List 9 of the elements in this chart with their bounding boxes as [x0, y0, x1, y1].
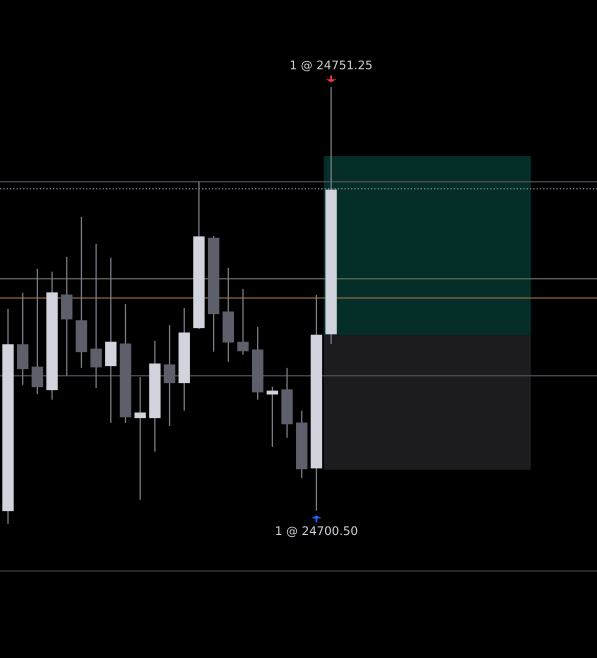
candlestick: [32, 268, 44, 395]
text: 1 @ 24751.25: [290, 60, 372, 72]
candlestick: [134, 376, 146, 500]
candlestick: [266, 386, 278, 448]
candlestick: [237, 288, 249, 356]
candlestick: [164, 324, 176, 427]
candlestick: [105, 257, 117, 424]
candlestick: [90, 243, 102, 389]
text: 1 @ 24700.50: [276, 526, 358, 538]
